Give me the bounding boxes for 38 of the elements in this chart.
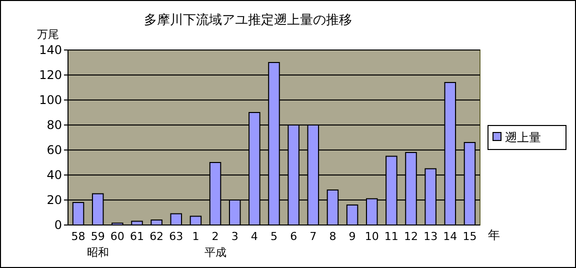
- bar: [190, 216, 202, 226]
- y-tick-label: 120: [39, 68, 62, 82]
- x-tick-label: 2 平成: [204, 230, 226, 259]
- y-axis-title: 万尾: [37, 28, 59, 41]
- x-tick-label: 62: [150, 230, 164, 243]
- x-tick-label: 60: [110, 230, 124, 243]
- x-tick-label: 11: [384, 230, 398, 243]
- x-tick-label: 13: [424, 230, 438, 243]
- x-tick-label: 6: [290, 230, 298, 243]
- y-tick-label: 140: [39, 43, 62, 58]
- y-tick-label: 20: [46, 193, 62, 208]
- x-tick-label: 15: [462, 230, 477, 243]
- x-tick-label: 61: [130, 230, 144, 243]
- bar: [150, 220, 162, 226]
- y-tick-label: 100: [39, 93, 62, 108]
- x-tick-label: 12: [404, 230, 418, 243]
- x-tick-label: 9: [348, 230, 356, 243]
- bar: [170, 213, 182, 226]
- x-tick-label: 4: [250, 230, 258, 243]
- y-tick-label: 60: [46, 143, 62, 158]
- bar: [346, 204, 358, 226]
- x-tick-label: 10: [364, 230, 379, 243]
- y-tick-label: 80: [46, 118, 62, 132]
- y-tick-label: 40: [46, 168, 62, 182]
- x-tick-label: 58: [71, 230, 86, 243]
- x-tick-label: 59 昭和: [86, 230, 109, 259]
- x-tick-label: 8: [329, 230, 336, 243]
- bar: [131, 220, 143, 226]
- x-tick-label: 3: [231, 230, 238, 243]
- x-tick-label: 63: [169, 230, 184, 243]
- chart-title: 多摩川下流域アユ推定遡上量の推移: [144, 12, 352, 28]
- x-tick-label: 14: [443, 230, 458, 243]
- x-tick-label: 5: [270, 230, 278, 243]
- legend-label: 遡上量: [505, 130, 541, 145]
- x-axis-title: 年: [488, 228, 500, 242]
- x-tick-label: 1: [192, 230, 200, 243]
- x-tick-label: 7: [310, 230, 317, 243]
- y-tick-label: 0: [54, 218, 62, 232]
